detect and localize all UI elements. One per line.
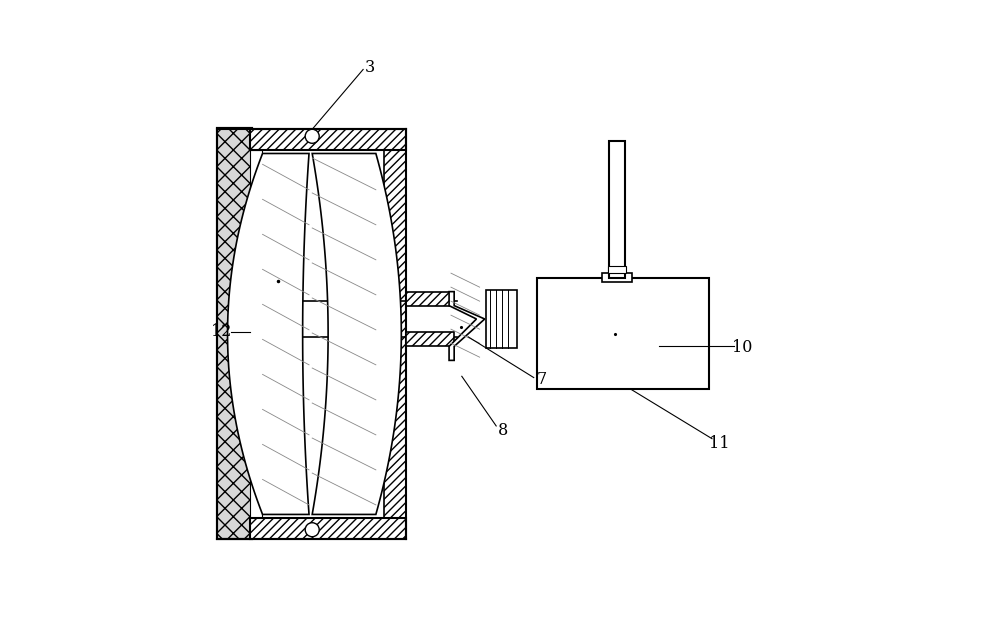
Bar	[250, 130, 406, 151]
Bar	[384, 151, 406, 517]
Bar	[217, 128, 252, 538]
Circle shape	[305, 523, 319, 537]
Circle shape	[305, 130, 319, 144]
Polygon shape	[312, 154, 401, 514]
Text: 7: 7	[536, 371, 547, 388]
Bar	[486, 290, 517, 348]
Bar	[406, 332, 454, 346]
Polygon shape	[228, 154, 309, 514]
Polygon shape	[449, 292, 485, 360]
Text: 12: 12	[211, 323, 231, 340]
Bar	[602, 272, 632, 282]
Bar	[217, 128, 252, 538]
Bar	[609, 141, 625, 278]
Bar	[250, 151, 262, 517]
Bar	[250, 517, 406, 538]
Bar	[608, 266, 626, 272]
Text: 3: 3	[364, 59, 375, 76]
Text: 10: 10	[732, 339, 752, 356]
Text: 11: 11	[709, 434, 730, 452]
Bar	[537, 278, 709, 389]
Text: 8: 8	[498, 422, 508, 439]
Bar	[406, 292, 454, 306]
